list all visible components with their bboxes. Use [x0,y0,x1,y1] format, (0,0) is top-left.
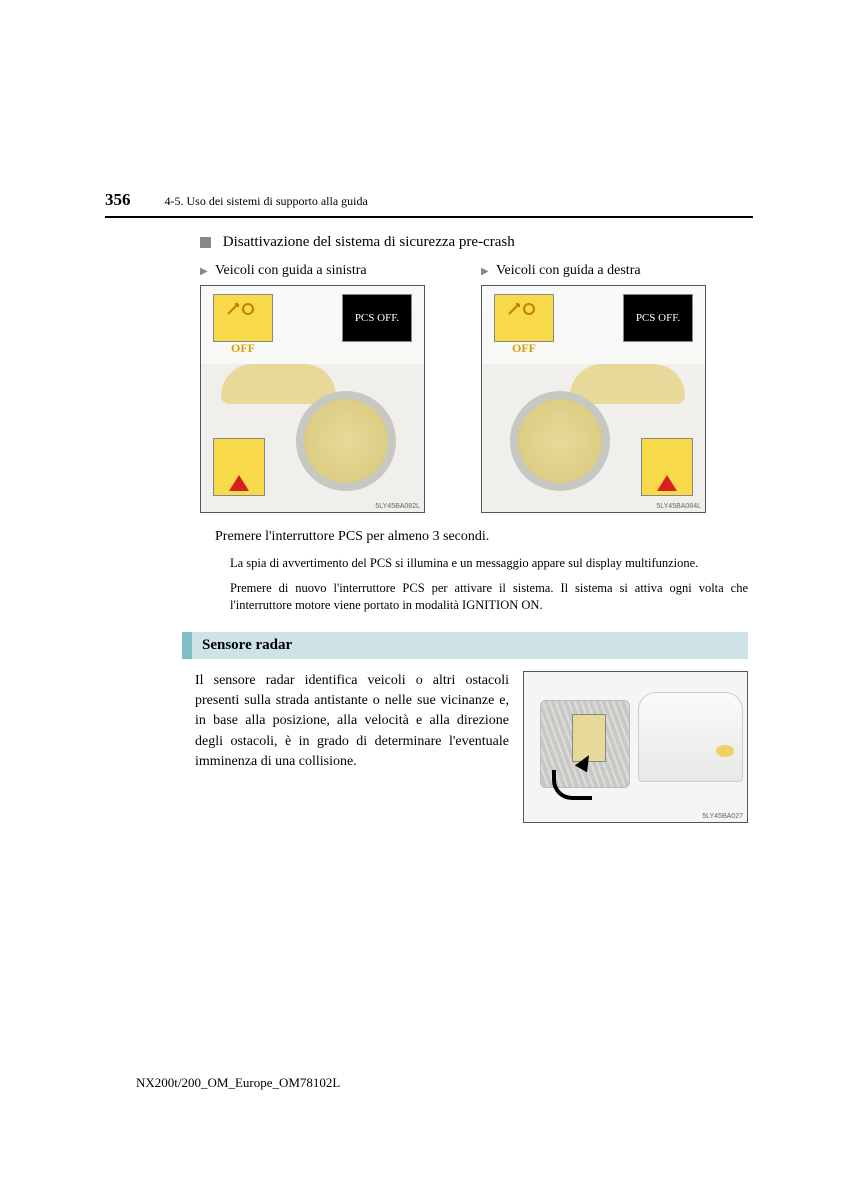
page-header: 356 4-5. Uso dei sistemi di supporto all… [105,190,753,218]
pcs-off-icon-callout: OFF [494,294,554,342]
pcs-button-callout [213,438,265,496]
detail-text-1: La spia di avvertimento del PCS si illum… [230,555,748,572]
right-column: ▶ Veicoli con guida a destra OFF PCS OFF… [481,263,748,513]
figure-right-drive: OFF PCS OFF. 5LY45BA084L [481,285,706,513]
page-footer: NX200t/200_OM_Europe_OM78102L [136,1075,340,1091]
pcs-off-icon-callout: OFF [213,294,273,342]
figure-left-drive: OFF PCS OFF. 5LY45BA082L [200,285,425,513]
subsection-header: Sensore radar [182,632,748,659]
page-number: 356 [105,190,131,210]
detail-text-2: Premere di nuovo l'interruttore PCS per … [230,580,748,614]
arrow-indicator [552,770,592,800]
left-drive-label: ▶ Veicoli con guida a sinistra [200,263,467,279]
right-drive-label: ▶ Veicoli con guida a destra [481,263,748,279]
steering-wheel-icon [296,391,396,491]
figure-columns: ▶ Veicoli con guida a sinistra OFF PCS O… [200,263,748,513]
section-title-deactivation: Disattivazione del sistema di sicurezza … [200,234,748,251]
page-content: 356 4-5. Uso dei sistemi di supporto all… [0,0,848,823]
radar-section-row: Il sensore radar identifica veicoli o al… [195,671,748,823]
pcs-button-callout [641,438,693,496]
steering-wheel-icon [510,391,610,491]
teal-accent-bar [182,632,192,659]
vehicle-front-illustration [638,692,743,782]
headlight-icon [716,745,734,757]
subsection-title: Sensore radar [192,632,748,659]
pcs-display-callout: PCS OFF. [623,294,693,342]
figure-id-right: 5LY45BA084L [656,503,701,510]
figure-id-left: 5LY45BA082L [375,503,420,510]
left-column: ▶ Veicoli con guida a sinistra OFF PCS O… [200,263,467,513]
instruction-text: Premere l'interruttore PCS per almeno 3 … [215,529,748,545]
square-marker-icon [200,237,211,248]
off-label: OFF [214,341,272,356]
figure-radar-sensor: 5LY45BA027 [523,671,748,823]
triangle-bullet-icon: ▶ [200,266,208,277]
off-label: OFF [495,341,553,356]
dash-highlight [570,364,685,404]
radar-description: Il sensore radar identifica veicoli o al… [195,671,509,823]
pcs-display-callout: PCS OFF. [342,294,412,342]
chapter-title: 4-5. Uso dei sistemi di supporto alla gu… [165,194,368,209]
section-title-text: Disattivazione del sistema di sicurezza … [223,234,515,250]
triangle-bullet-icon: ▶ [481,266,489,277]
figure-id-radar: 5LY45BA027 [702,813,743,820]
